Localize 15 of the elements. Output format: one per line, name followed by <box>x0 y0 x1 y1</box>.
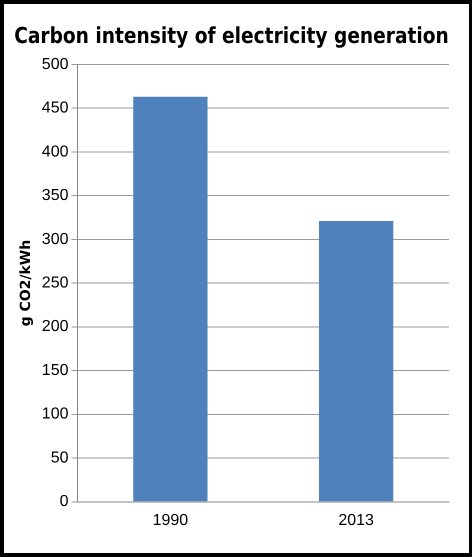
y-tick-label: 200 <box>42 318 69 336</box>
y-axis-title: g CO2/kWh <box>18 240 34 326</box>
y-tick-label: 50 <box>50 449 69 466</box>
y-tick-label: 100 <box>42 406 69 423</box>
y-tick-label: 450 <box>42 100 69 117</box>
y-tick-label: 250 <box>42 274 69 292</box>
x-tick-label: 2013 <box>338 512 374 529</box>
chart-title: Carbon intensity of electricity generation <box>14 22 449 48</box>
y-tick-label: 150 <box>42 362 69 379</box>
x-tick-label: 1990 <box>152 512 188 529</box>
y-tick-label: 500 <box>42 56 69 73</box>
y-tick-label: 300 <box>42 230 69 248</box>
y-tick-label: 400 <box>42 143 69 160</box>
y-tick-label: 0 <box>60 493 69 510</box>
y-tick-label: 350 <box>42 187 69 204</box>
